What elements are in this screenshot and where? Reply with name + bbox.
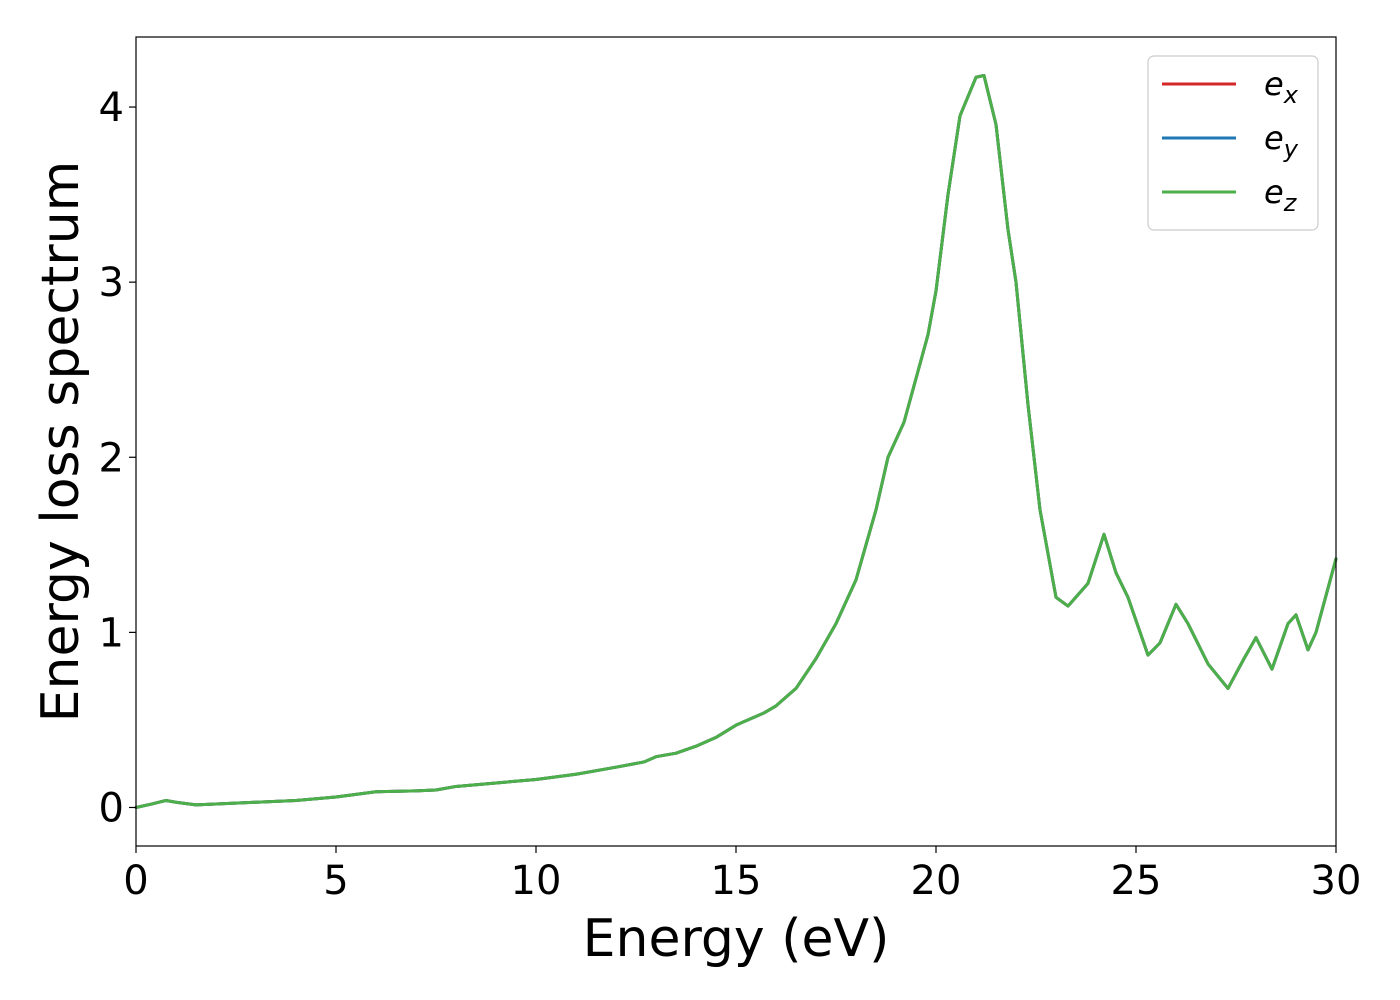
x-tick-label: 0: [123, 858, 148, 904]
y-tick-label: 1: [99, 610, 124, 656]
y-tick-label: 0: [99, 785, 124, 831]
legend-label-y: ey: [1264, 119, 1299, 163]
legend: ex ey ez: [1147, 55, 1319, 231]
x-tick-label: 5: [323, 858, 348, 904]
legend-label-z: ez: [1264, 173, 1298, 217]
y-tick-label: 4: [99, 85, 124, 131]
x-tick-label: 30: [1311, 858, 1362, 904]
x-tick-label: 20: [911, 858, 962, 904]
series-line-z: [134, 74, 1338, 809]
y-axis-label: Energy loss spectrum: [31, 161, 91, 723]
x-tick-label: 15: [711, 858, 762, 904]
y-tick-label: 3: [99, 260, 124, 306]
legend-box: [1147, 55, 1319, 231]
x-axis-label: Energy (eV): [583, 909, 890, 969]
y-tick-label: 2: [99, 435, 124, 481]
y-axis-ticks: 0 1 2 3 4: [99, 85, 136, 831]
x-tick-label: 25: [1111, 858, 1162, 904]
legend-label-x: ex: [1264, 65, 1299, 109]
x-tick-label: 10: [511, 858, 562, 904]
x-axis-ticks: 0 5 10 15 20 25 30: [123, 846, 1361, 904]
